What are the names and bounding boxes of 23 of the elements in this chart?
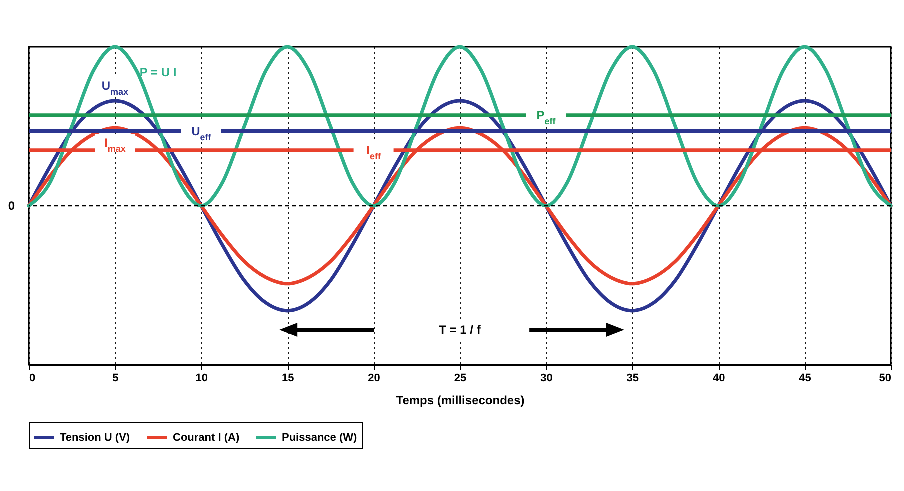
x-tick-label: 10 [196, 372, 208, 384]
legend-label: Courant I (A) [173, 432, 240, 444]
ref-line-label: I$_{eff}$ [366, 143, 382, 162]
ref-line-label: U$_{eff}$ [192, 124, 212, 142]
x-tick-label: 40 [712, 372, 726, 384]
annotation: P = U I [140, 65, 177, 80]
x-tick-label: 25 [454, 372, 467, 384]
legend-label: Tension U (V) [60, 432, 130, 444]
annotation: U$_{max}$ [102, 79, 129, 98]
ref-line-label: 0 [8, 199, 16, 213]
x-tick-label: 30 [540, 372, 553, 384]
x-tick-label: 45 [799, 372, 812, 384]
x-tick-label: 35 [626, 372, 640, 384]
x-axis-title: Temps (millisecondes) [396, 394, 525, 408]
x-tick-label: 50 [879, 372, 892, 384]
annotation: I$_{max}$ [104, 136, 126, 154]
legend-label: Puissance (W) [282, 432, 358, 444]
ref-line-label: P$_{eff}$ [536, 108, 557, 126]
x-tick-label: 15 [282, 372, 294, 384]
x-tick-label: 0 [30, 372, 36, 384]
text: T = 1 / f [439, 323, 482, 338]
x-tick-label: 5 [112, 372, 119, 384]
x-tick-label: 20 [368, 372, 380, 384]
